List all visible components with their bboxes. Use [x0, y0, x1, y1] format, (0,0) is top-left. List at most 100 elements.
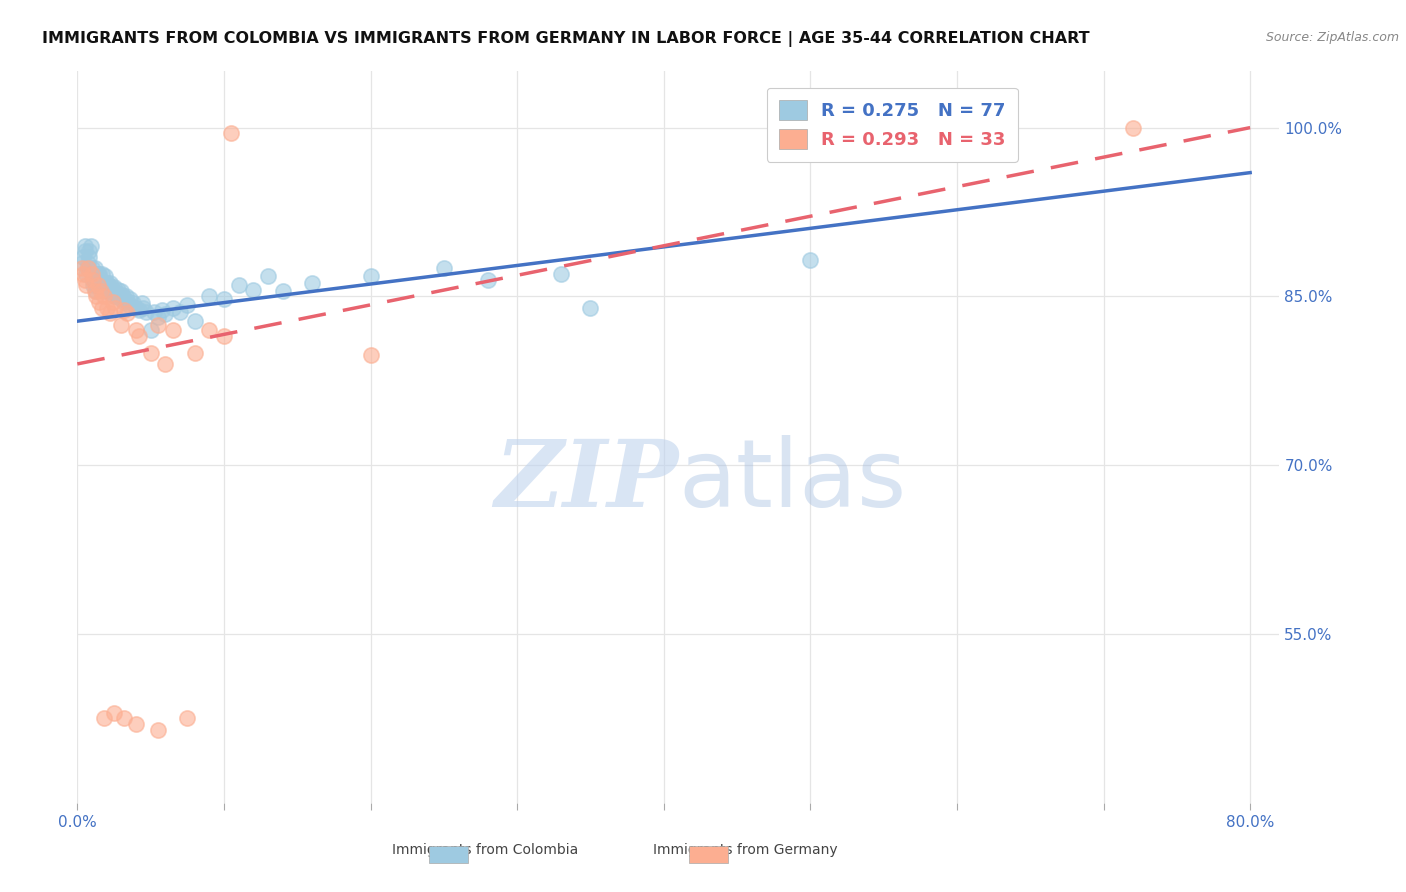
- Point: [72, 250, 94, 264]
- Point: [183, 314, 205, 328]
- Point: [257, 269, 280, 284]
- Point: [103, 280, 125, 294]
- Point: [228, 278, 250, 293]
- Point: [89, 267, 111, 281]
- Point: [91, 267, 114, 281]
- Point: [70, 255, 93, 269]
- Point: [87, 278, 110, 293]
- Point: [360, 269, 382, 284]
- Text: ZIP: ZIP: [494, 436, 679, 526]
- Point: [84, 267, 107, 281]
- Text: IMMIGRANTS FROM COLOMBIA VS IMMIGRANTS FROM GERMANY IN LABOR FORCE | AGE 35-44 C: IMMIGRANTS FROM COLOMBIA VS IMMIGRANTS F…: [42, 31, 1090, 47]
- Point: [142, 305, 165, 319]
- Point: [162, 323, 184, 337]
- Point: [183, 345, 205, 359]
- Text: Immigrants from Colombia: Immigrants from Colombia: [392, 843, 578, 857]
- Point: [115, 306, 138, 320]
- Point: [112, 295, 135, 310]
- Point: [139, 345, 162, 359]
- Point: [89, 272, 111, 286]
- Point: [105, 289, 128, 303]
- Point: [77, 244, 100, 259]
- Point: [212, 292, 235, 306]
- Point: [108, 287, 131, 301]
- Text: atlas: atlas: [679, 435, 907, 527]
- Point: [110, 292, 132, 306]
- Point: [76, 261, 98, 276]
- Point: [146, 310, 169, 324]
- Point: [110, 284, 132, 298]
- Point: [1122, 120, 1144, 135]
- Point: [477, 272, 499, 286]
- Point: [77, 250, 100, 264]
- Point: [176, 298, 198, 312]
- Point: [94, 269, 117, 284]
- Point: [73, 272, 96, 286]
- Point: [70, 261, 93, 276]
- Point: [100, 280, 122, 294]
- Point: [120, 292, 142, 306]
- Text: Immigrants from Germany: Immigrants from Germany: [652, 843, 838, 857]
- Point: [101, 285, 124, 299]
- Point: [128, 328, 150, 343]
- Point: [72, 267, 94, 281]
- Point: [104, 285, 127, 299]
- Point: [76, 261, 98, 276]
- Point: [155, 307, 177, 321]
- Point: [89, 295, 111, 310]
- Point: [799, 253, 821, 268]
- Point: [101, 295, 124, 310]
- Point: [80, 267, 103, 281]
- Point: [212, 328, 235, 343]
- Point: [98, 306, 121, 320]
- Point: [111, 289, 134, 303]
- Point: [86, 284, 108, 298]
- Point: [550, 267, 572, 281]
- Point: [198, 323, 221, 337]
- Point: [162, 301, 184, 315]
- Point: [107, 283, 129, 297]
- Point: [219, 126, 242, 140]
- Point: [115, 293, 138, 308]
- Point: [93, 289, 115, 303]
- Point: [103, 706, 125, 720]
- Point: [96, 301, 118, 315]
- Point: [98, 276, 121, 290]
- Point: [86, 278, 108, 293]
- Point: [301, 276, 323, 290]
- Text: Source: ZipAtlas.com: Source: ZipAtlas.com: [1265, 31, 1399, 45]
- Point: [96, 276, 118, 290]
- Point: [96, 284, 118, 298]
- Point: [135, 305, 157, 319]
- Point: [169, 305, 191, 319]
- Point: [75, 267, 97, 281]
- Point: [125, 717, 148, 731]
- Point: [82, 278, 104, 293]
- Point: [97, 278, 120, 293]
- Point: [82, 272, 104, 286]
- Point: [176, 711, 198, 725]
- Point: [86, 289, 108, 303]
- Point: [84, 261, 107, 276]
- Point: [433, 261, 456, 276]
- Point: [150, 302, 173, 317]
- Point: [93, 276, 115, 290]
- Point: [104, 301, 127, 315]
- Point: [73, 239, 96, 253]
- Point: [139, 323, 162, 337]
- Point: [125, 323, 148, 337]
- Point: [87, 272, 110, 286]
- Point: [579, 301, 602, 315]
- Point: [131, 296, 153, 310]
- Point: [110, 318, 132, 332]
- Point: [93, 284, 115, 298]
- Point: [103, 289, 125, 303]
- Point: [73, 244, 96, 259]
- Point: [132, 301, 155, 315]
- Point: [90, 278, 112, 293]
- Point: [80, 261, 103, 276]
- Point: [90, 272, 112, 286]
- Legend: R = 0.275   N = 77, R = 0.293   N = 33: R = 0.275 N = 77, R = 0.293 N = 33: [766, 87, 1018, 161]
- Point: [128, 302, 150, 317]
- Point: [146, 318, 169, 332]
